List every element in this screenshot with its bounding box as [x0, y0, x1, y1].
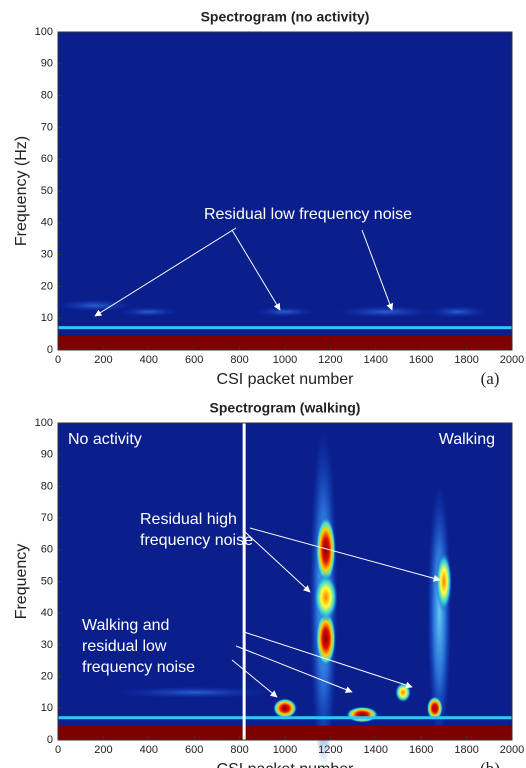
- y-tick-label: 90: [41, 58, 53, 70]
- y-tick-label: 10: [41, 312, 53, 324]
- spectral-energy: [118, 306, 179, 317]
- y-tick-label: 70: [41, 121, 53, 133]
- x-tick-label: 1800: [454, 744, 478, 756]
- y-tick-label: 30: [41, 249, 53, 261]
- annotation: frequency noise: [82, 659, 195, 676]
- spectral-energy: [435, 551, 452, 612]
- chart-title: Spectrogram (no activity): [201, 9, 370, 25]
- y-tick-label: 100: [35, 417, 53, 429]
- y-tick-label: 10: [41, 702, 53, 714]
- annotation-arrow: [243, 530, 311, 593]
- annotation: Residual low frequency noise: [204, 206, 412, 223]
- spectral-energy: [346, 706, 379, 723]
- y-tick-label: 70: [41, 512, 53, 524]
- x-tick-label: 200: [94, 744, 112, 756]
- x-tick-label: 1400: [364, 744, 388, 756]
- panel-label: (a): [481, 369, 500, 388]
- spectral-energy: [54, 299, 135, 312]
- y-tick-label: 20: [41, 671, 53, 683]
- y-tick-label: 80: [41, 90, 53, 102]
- y-tick-label: 90: [41, 449, 53, 461]
- x-tick-label: 400: [140, 354, 158, 366]
- x-tick-label: 2000: [500, 744, 524, 756]
- x-tick-label: 800: [230, 744, 248, 756]
- spectral-energy: [315, 610, 336, 667]
- y-tick-label: 0: [47, 344, 53, 356]
- x-tick-label: 200: [94, 354, 112, 366]
- spectral-energy: [313, 573, 338, 622]
- x-tick-label: 1200: [318, 354, 342, 366]
- y-tick-label: 60: [41, 544, 53, 556]
- annotation: frequency noise: [140, 532, 253, 549]
- annotation-arrow: [361, 229, 394, 311]
- y-tick-label: 30: [41, 639, 53, 651]
- x-tick-label: 0: [55, 354, 61, 366]
- annotation: residual low: [82, 638, 167, 655]
- x-tick-label: 2000: [500, 354, 524, 366]
- dc-band: [58, 335, 512, 350]
- y-tick-label: 20: [41, 280, 53, 292]
- noise-band: [58, 326, 512, 330]
- y-tick-label: 80: [41, 480, 53, 492]
- x-tick-label: 400: [140, 744, 158, 756]
- x-axis-label: CSI packet number: [217, 761, 355, 768]
- y-tick-label: 0: [47, 734, 53, 746]
- region-label: No activity: [68, 431, 142, 448]
- x-tick-label: 1600: [409, 354, 433, 366]
- annotation: Residual high: [140, 511, 237, 528]
- spectral-energy: [334, 305, 435, 318]
- region-label: Walking: [439, 431, 495, 448]
- chart-title: Spectrogram (walking): [210, 400, 361, 416]
- y-tick-label: 50: [41, 185, 53, 197]
- spectral-energy: [114, 686, 275, 699]
- x-tick-label: 1800: [454, 354, 478, 366]
- x-tick-label: 1200: [318, 744, 342, 756]
- x-axis-label: CSI packet number: [217, 371, 355, 388]
- x-tick-label: 1000: [273, 354, 297, 366]
- x-tick-label: 0: [55, 744, 61, 756]
- y-tick-label: 60: [41, 153, 53, 165]
- spectral-energy: [426, 696, 443, 721]
- x-tick-label: 600: [185, 744, 203, 756]
- plot-background: [58, 32, 512, 350]
- y-tick-label: 40: [41, 607, 53, 619]
- spectral-energy: [273, 698, 297, 719]
- x-tick-label: 600: [185, 354, 203, 366]
- annotation-arrow: [231, 659, 278, 698]
- noise-band: [58, 716, 512, 720]
- annotation-arrow: [235, 645, 353, 693]
- x-tick-label: 800: [230, 354, 248, 366]
- annotation-arrow: [231, 229, 281, 311]
- x-tick-label: 1400: [364, 354, 388, 366]
- panel-label: (b): [480, 759, 500, 768]
- annotation: Walking and: [82, 617, 169, 634]
- y-tick-label: 100: [35, 26, 53, 38]
- x-tick-label: 1000: [273, 744, 297, 756]
- y-tick-label: 50: [41, 575, 53, 587]
- annotation-arrow: [249, 527, 441, 582]
- annotation-arrow: [243, 631, 413, 689]
- spectral-energy: [427, 483, 452, 744]
- y-tick-label: 40: [41, 217, 53, 229]
- y-axis-label: Frequency (Hz): [13, 136, 30, 246]
- x-tick-label: 1600: [409, 744, 433, 756]
- y-axis-label: Frequency: [13, 544, 30, 620]
- spectral-energy: [315, 515, 336, 584]
- dc-band: [58, 725, 512, 740]
- spectral-energy: [255, 306, 315, 317]
- annotation-arrow: [94, 227, 237, 317]
- spectral-energy: [427, 305, 488, 318]
